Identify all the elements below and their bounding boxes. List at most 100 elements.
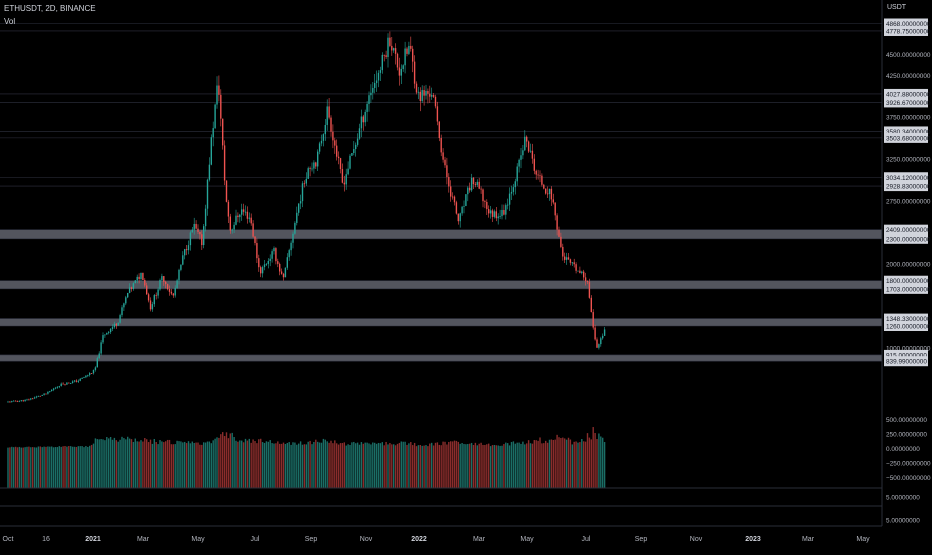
- candle-body: [349, 155, 351, 169]
- volume-bar: [562, 437, 564, 488]
- candle-body: [417, 91, 420, 93]
- volume-bar: [537, 440, 539, 488]
- price-tick-label: 2750.00000000: [886, 199, 931, 206]
- candle-body: [242, 209, 245, 212]
- volume-bar: [431, 442, 433, 488]
- volume-bar: [231, 432, 233, 488]
- candle-body: [370, 92, 372, 96]
- support-zones: [0, 229, 882, 362]
- volume-bar: [567, 437, 570, 488]
- candle-body: [111, 327, 114, 329]
- volume-bar: [73, 446, 76, 488]
- volume-bar: [115, 440, 117, 488]
- volume-bar: [603, 442, 606, 488]
- candle-body: [602, 335, 604, 339]
- volume-bar: [317, 441, 319, 488]
- candle-body: [201, 234, 203, 246]
- volume-bar: [176, 440, 178, 488]
- candle-body: [125, 297, 127, 304]
- volume-bar: [535, 440, 537, 488]
- volume-bar: [14, 446, 17, 488]
- time-tick-label: 16: [42, 536, 50, 543]
- volume-bar: [153, 438, 155, 488]
- volume-bar: [343, 442, 345, 488]
- candle-body: [453, 196, 456, 203]
- candle-body: [343, 182, 345, 185]
- candle-body: [151, 304, 154, 310]
- support-zone: [0, 280, 882, 289]
- volume-bar: [438, 444, 440, 488]
- candle-body: [510, 191, 513, 194]
- candle-body: [588, 282, 591, 298]
- volume-bar: [106, 436, 108, 488]
- volume-bar: [577, 442, 579, 488]
- candle-body: [225, 180, 228, 202]
- time-tick-label: May: [856, 536, 870, 543]
- candle-body: [482, 189, 484, 202]
- candle-body: [134, 280, 136, 284]
- volume-bar: [383, 445, 385, 488]
- candle-body: [448, 177, 450, 187]
- volume-bar: [142, 441, 144, 488]
- price-tick-label: 3250.00000000: [886, 157, 931, 164]
- volume-bar: [571, 444, 573, 488]
- volume-bar: [43, 446, 45, 488]
- volume-bar: [225, 432, 228, 488]
- volume-bar: [210, 443, 212, 488]
- volume-bar: [501, 445, 503, 488]
- volume-bar: [467, 443, 469, 488]
- volume-bar: [26, 446, 28, 488]
- volume-bar: [488, 443, 490, 488]
- volume-bar: [136, 441, 138, 488]
- candle-body: [562, 246, 564, 257]
- volume-bar: [32, 447, 34, 488]
- volume-bar: [166, 439, 169, 488]
- volume-bar: [119, 439, 121, 488]
- volume-bar: [554, 439, 556, 488]
- candle-body: [197, 228, 199, 232]
- candle-body: [529, 150, 532, 152]
- volume-bar: [366, 442, 368, 488]
- volume-indicator-label[interactable]: Vol: [4, 17, 16, 26]
- candle-body: [603, 329, 606, 336]
- volume-bar: [159, 440, 161, 488]
- candle-body: [140, 272, 142, 279]
- time-tick-label: Mar: [802, 536, 815, 543]
- candle-body: [68, 382, 70, 384]
- volume-bar: [313, 442, 315, 488]
- candle-body: [47, 391, 49, 394]
- candle-body: [508, 193, 511, 205]
- volume-bar: [415, 446, 418, 488]
- volume-bar: [68, 446, 70, 488]
- volume-bar: [60, 446, 62, 488]
- volume-bar: [199, 444, 201, 488]
- volume-bar: [328, 442, 330, 488]
- volume-bar: [459, 443, 461, 488]
- candle-body: [9, 401, 11, 403]
- volume-bar: [436, 442, 439, 488]
- candle-body: [146, 285, 148, 295]
- candle-body: [288, 250, 290, 258]
- volume-bar: [191, 441, 193, 488]
- candle-body: [345, 174, 347, 185]
- time-tick-label: Mar: [473, 536, 486, 543]
- candle-body: [419, 91, 421, 102]
- candle-body: [11, 401, 13, 403]
- price-tick-label: 4250.00000000: [886, 73, 931, 80]
- volume-bar: [180, 441, 182, 488]
- volume-bar: [296, 444, 298, 488]
- candle-body: [296, 212, 298, 223]
- candle-body: [450, 186, 452, 197]
- price-level-box: [884, 321, 928, 332]
- candle-body: [269, 258, 271, 262]
- candle-body: [410, 45, 412, 49]
- volume-bar: [512, 441, 515, 488]
- volume-bar: [518, 442, 520, 488]
- candle-body: [166, 284, 169, 290]
- volume-bar: [355, 443, 357, 488]
- volume-bar: [35, 447, 38, 488]
- volume-bar: [541, 443, 543, 488]
- candle-body: [290, 242, 292, 251]
- candle-body: [552, 199, 554, 203]
